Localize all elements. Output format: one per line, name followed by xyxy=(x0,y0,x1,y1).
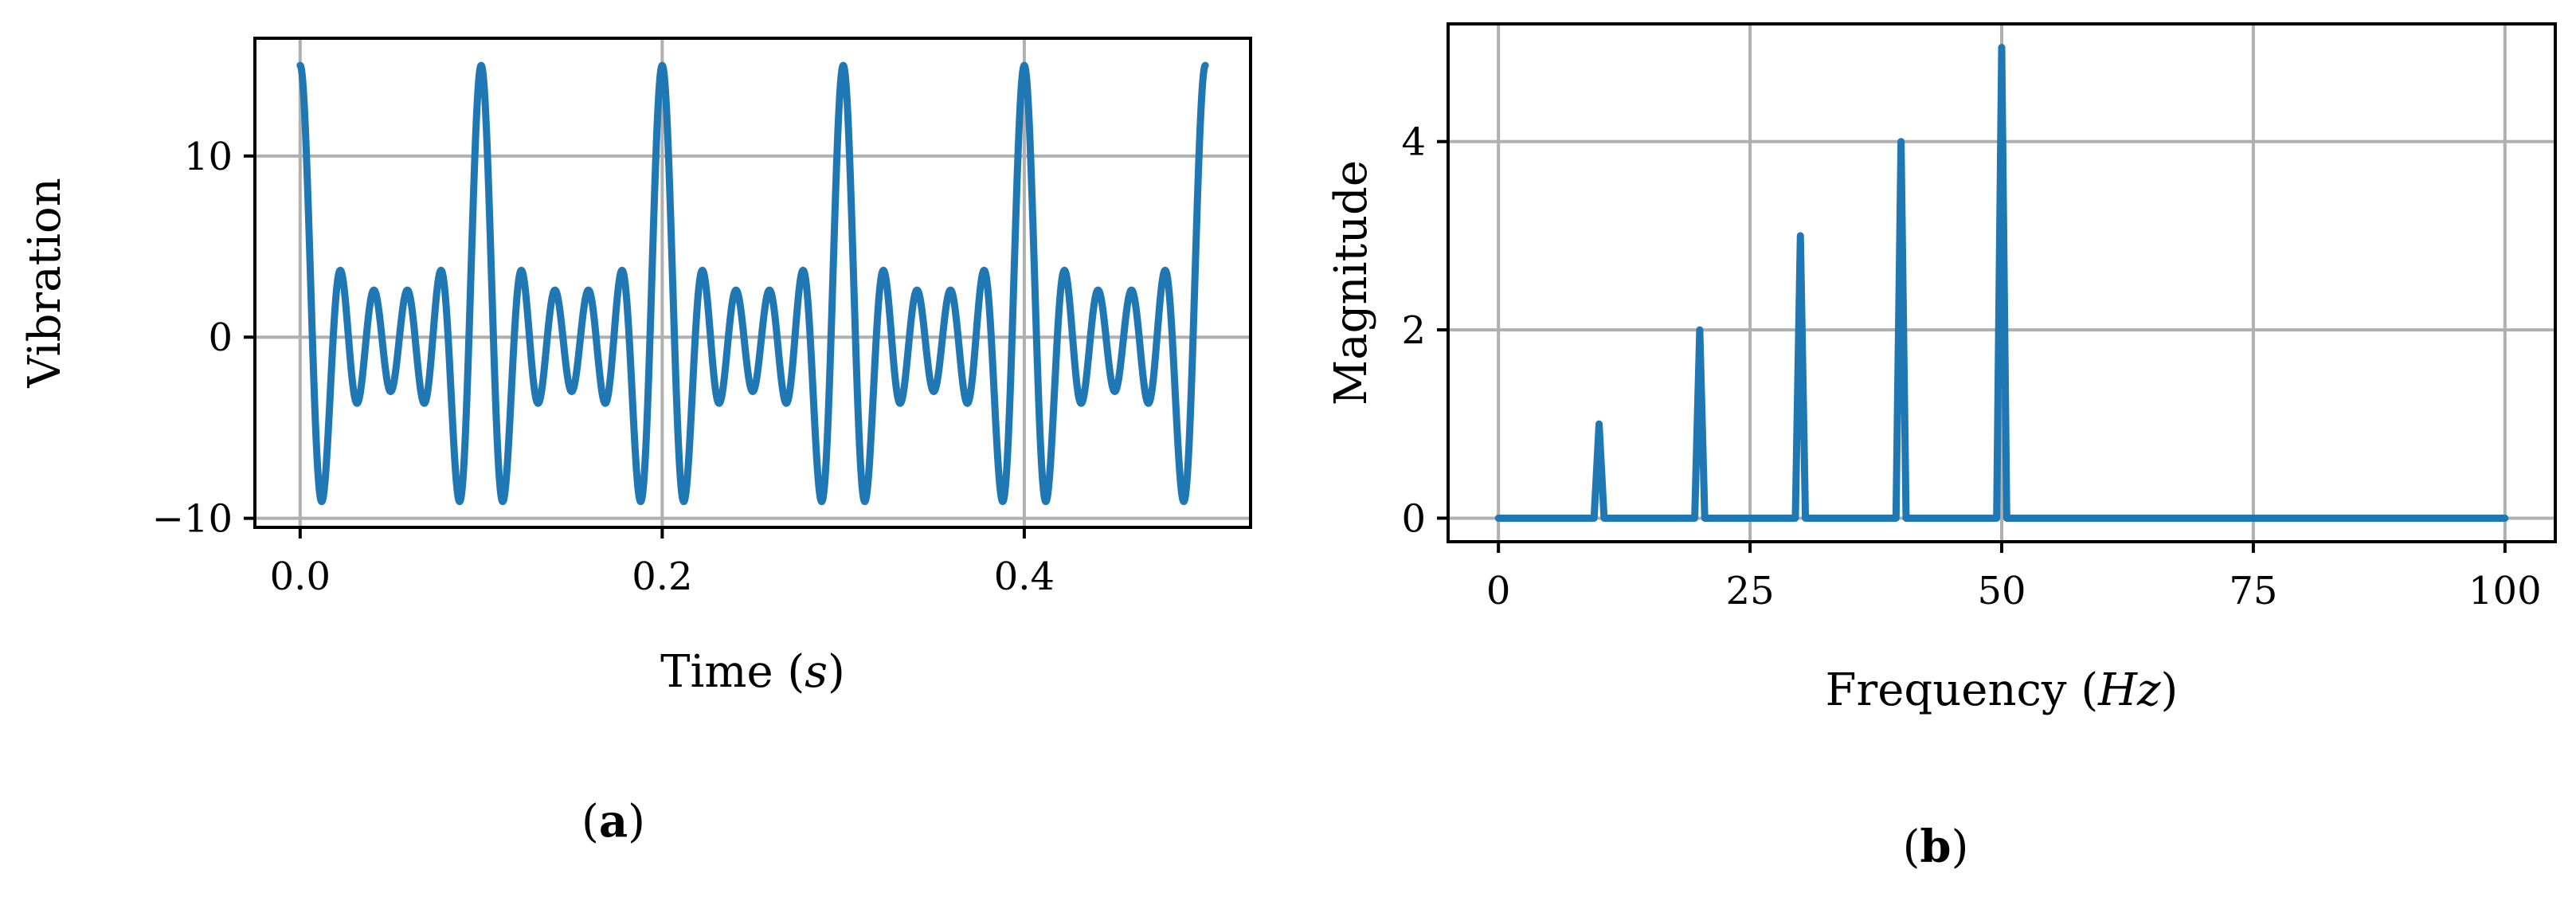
a-xtick-label: 0.4 xyxy=(994,554,1055,599)
b-xtick-label: 0 xyxy=(1486,569,1511,613)
panel-b: 0 25 50 75 100 0 2 4 Frequency (Hz) Magnitude (… xyxy=(1325,22,2557,873)
b-xtick-label: 100 xyxy=(2468,569,2542,613)
panel-a-ticks: 0.0 0.2 0.4 −10 0 10 xyxy=(152,135,1055,599)
panel-b-magnitude-series xyxy=(1494,44,2509,522)
panel-a-ylabel: Vibration xyxy=(19,178,71,389)
panel-b-grid xyxy=(1448,24,2555,542)
panel-b-ylabel: Magnitude xyxy=(1325,160,1377,405)
a-ytick-label: 10 xyxy=(184,135,233,179)
panel-a-vibration-series xyxy=(296,61,1209,506)
panel-a-xlabel: Time (s) xyxy=(660,646,845,698)
panel-a: 0.0 0.2 0.4 −10 0 10 Time (s) Vibration (a) xyxy=(19,37,1252,848)
panel-a-axes-frame xyxy=(253,37,1252,529)
panel-b-ticks: 0 25 50 75 100 0 2 4 xyxy=(1401,120,2541,613)
panel-b-xlabel: Frequency (Hz) xyxy=(1826,664,2179,716)
a-xtick-label: 0.2 xyxy=(632,554,692,599)
panel-b-label: (b) xyxy=(1903,821,1969,873)
a-ytick-label: −10 xyxy=(152,497,233,542)
panel-a-label: (a) xyxy=(581,795,645,848)
b-ytick-label: 4 xyxy=(1401,120,1426,165)
b-xtick-label: 50 xyxy=(1977,569,2026,613)
b-ytick-label: 2 xyxy=(1401,308,1426,353)
b-xtick-label: 25 xyxy=(1726,569,1775,613)
a-xtick-label: 0.0 xyxy=(270,554,331,599)
b-ytick-label: 0 xyxy=(1401,496,1426,541)
panel-a-grid xyxy=(255,38,1251,527)
b-xtick-label: 75 xyxy=(2229,569,2277,613)
a-ytick-label: 0 xyxy=(208,315,233,360)
